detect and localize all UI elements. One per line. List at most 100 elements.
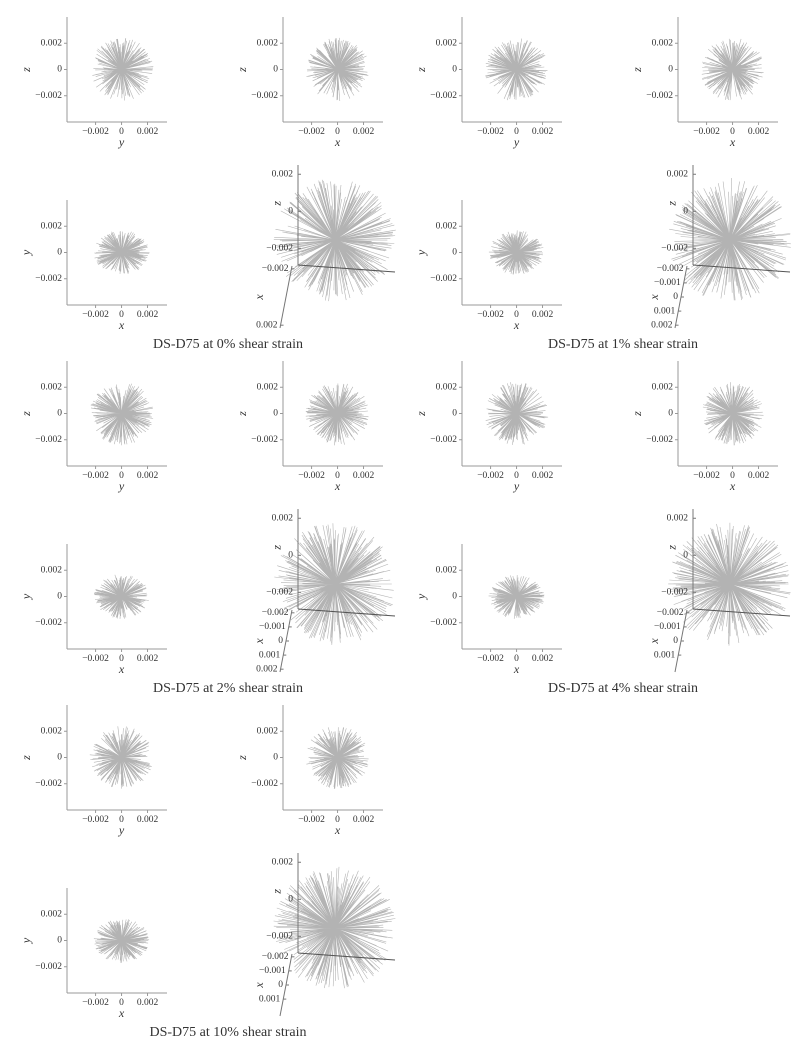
y-tick-label: 0 xyxy=(668,65,673,75)
x-tick-label: 0.001 xyxy=(654,306,676,316)
x-tick-label: −0.002 xyxy=(477,471,504,481)
y-tick-label: 0 xyxy=(57,65,62,75)
caption: DS-D75 at 0% shear strain xyxy=(153,337,303,352)
x-axis-label: x xyxy=(729,135,736,149)
vector-burst xyxy=(273,866,396,989)
y-tick-label: −0.002 xyxy=(251,779,278,789)
vector-burst xyxy=(93,919,150,963)
x-tick-label: −0.001 xyxy=(654,278,681,288)
vector-burst xyxy=(92,38,154,101)
x-axis-label: x xyxy=(513,318,520,332)
vector-burst xyxy=(485,382,549,445)
z-tick-label: 0 xyxy=(288,206,293,216)
y-tick-label: −0.002 xyxy=(35,779,62,789)
y-tick-label: 0 xyxy=(452,592,457,602)
z-axis-label: z xyxy=(665,201,679,207)
x-tick-label: 0.002 xyxy=(651,320,673,330)
y-axis-label: z xyxy=(19,411,33,417)
x-tick-label: 0 xyxy=(335,471,340,481)
vector-burst xyxy=(305,383,369,446)
x-axis-label: y xyxy=(118,823,125,837)
x-tick-label: −0.002 xyxy=(477,310,504,320)
vector-burst xyxy=(274,523,394,645)
vector-burst xyxy=(306,727,369,789)
x-tick-label: 0 xyxy=(730,127,735,137)
x-tick-label: 0 xyxy=(673,292,678,302)
z-tick-label: 0 xyxy=(288,894,293,904)
vector-burst xyxy=(94,231,150,274)
axis-line xyxy=(692,264,791,273)
x-tick-label: 0 xyxy=(514,471,519,481)
caption: DS-D75 at 10% shear strain xyxy=(149,1025,306,1040)
y-axis-label: z xyxy=(19,755,33,761)
y-axis-label: y xyxy=(19,249,33,256)
x-tick-label: 0.002 xyxy=(137,815,159,825)
z-tick-label: 0.002 xyxy=(272,169,294,179)
x-tick-label: 0.002 xyxy=(137,127,159,137)
y-tick-label: −0.002 xyxy=(646,435,673,445)
x-tick-label: 0 xyxy=(119,310,124,320)
axis-line xyxy=(297,264,396,273)
x-tick-label: −0.002 xyxy=(657,264,684,274)
axis-line xyxy=(692,608,791,617)
y-tick-label: 0 xyxy=(273,753,278,763)
z-tick-label: −0.002 xyxy=(266,588,293,598)
x-tick-label: −0.001 xyxy=(259,966,286,976)
x-axis-label: y xyxy=(118,135,125,149)
y-tick-label: 0.002 xyxy=(41,382,63,392)
x-tick-label: −0.002 xyxy=(82,310,109,320)
vector-burst xyxy=(668,522,791,646)
y-tick-label: 0 xyxy=(57,936,62,946)
y-tick-label: −0.002 xyxy=(251,91,278,101)
vector-burst xyxy=(702,382,764,446)
y-axis-label: y xyxy=(19,593,33,600)
y-tick-label: 0.002 xyxy=(257,382,279,392)
z-axis-label: z xyxy=(270,889,284,895)
y-tick-label: 0 xyxy=(452,409,457,419)
x-tick-label: 0 xyxy=(119,127,124,137)
y-axis-label: z xyxy=(630,67,644,73)
y-tick-label: 0.002 xyxy=(436,38,458,48)
y-tick-label: −0.002 xyxy=(646,91,673,101)
x-tick-label: −0.002 xyxy=(82,471,109,481)
x-tick-label: 0 xyxy=(514,127,519,137)
z-tick-label: 0 xyxy=(683,206,688,216)
x-tick-label: −0.002 xyxy=(477,654,504,664)
x-tick-label: −0.002 xyxy=(693,471,720,481)
x-tick-label: 0 xyxy=(673,636,678,646)
y-tick-label: 0.002 xyxy=(652,38,674,48)
x-tick-label: 0.001 xyxy=(259,994,281,1004)
y-tick-label: 0 xyxy=(273,65,278,75)
x-tick-label: 0 xyxy=(278,980,283,990)
x-tick-label: 0.002 xyxy=(137,998,159,1008)
x-tick-label: 0.002 xyxy=(137,471,159,481)
y-tick-label: −0.002 xyxy=(430,91,457,101)
x-tick-label: 0 xyxy=(514,654,519,664)
y-tick-label: 0.002 xyxy=(436,382,458,392)
y-tick-label: 0.002 xyxy=(652,382,674,392)
vector-burst xyxy=(669,177,791,301)
x-tick-label: 0.002 xyxy=(137,654,159,664)
x-tick-label: 0 xyxy=(335,815,340,825)
x-tick-label: 0.002 xyxy=(532,471,554,481)
x-axis-label: x xyxy=(334,479,341,493)
x-tick-label: 0.002 xyxy=(256,664,278,674)
z-axis-label: z xyxy=(270,545,284,551)
y-tick-label: −0.002 xyxy=(430,435,457,445)
vector-burst xyxy=(488,230,544,275)
y-axis-label: y xyxy=(414,593,428,600)
z-tick-label: −0.002 xyxy=(266,244,293,254)
caption: DS-D75 at 2% shear strain xyxy=(153,681,303,696)
y-tick-label: 0.002 xyxy=(41,726,63,736)
z-tick-label: −0.002 xyxy=(661,244,688,254)
z-tick-label: −0.002 xyxy=(661,588,688,598)
z-axis-label: z xyxy=(270,201,284,207)
x-tick-label: 0 xyxy=(119,998,124,1008)
x-tick-label: 0.002 xyxy=(532,310,554,320)
x-tick-label: 0.002 xyxy=(353,815,375,825)
y-tick-label: 0.002 xyxy=(41,565,63,575)
x-tick-label: −0.002 xyxy=(82,815,109,825)
x-tick-label: −0.002 xyxy=(298,127,325,137)
y-tick-label: 0.002 xyxy=(257,726,279,736)
x-tick-label: 0.002 xyxy=(353,127,375,137)
